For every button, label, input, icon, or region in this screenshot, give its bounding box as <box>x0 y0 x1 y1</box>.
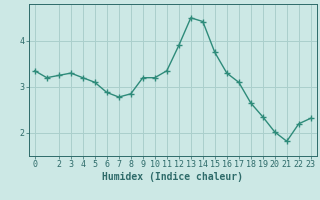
X-axis label: Humidex (Indice chaleur): Humidex (Indice chaleur) <box>102 172 243 182</box>
